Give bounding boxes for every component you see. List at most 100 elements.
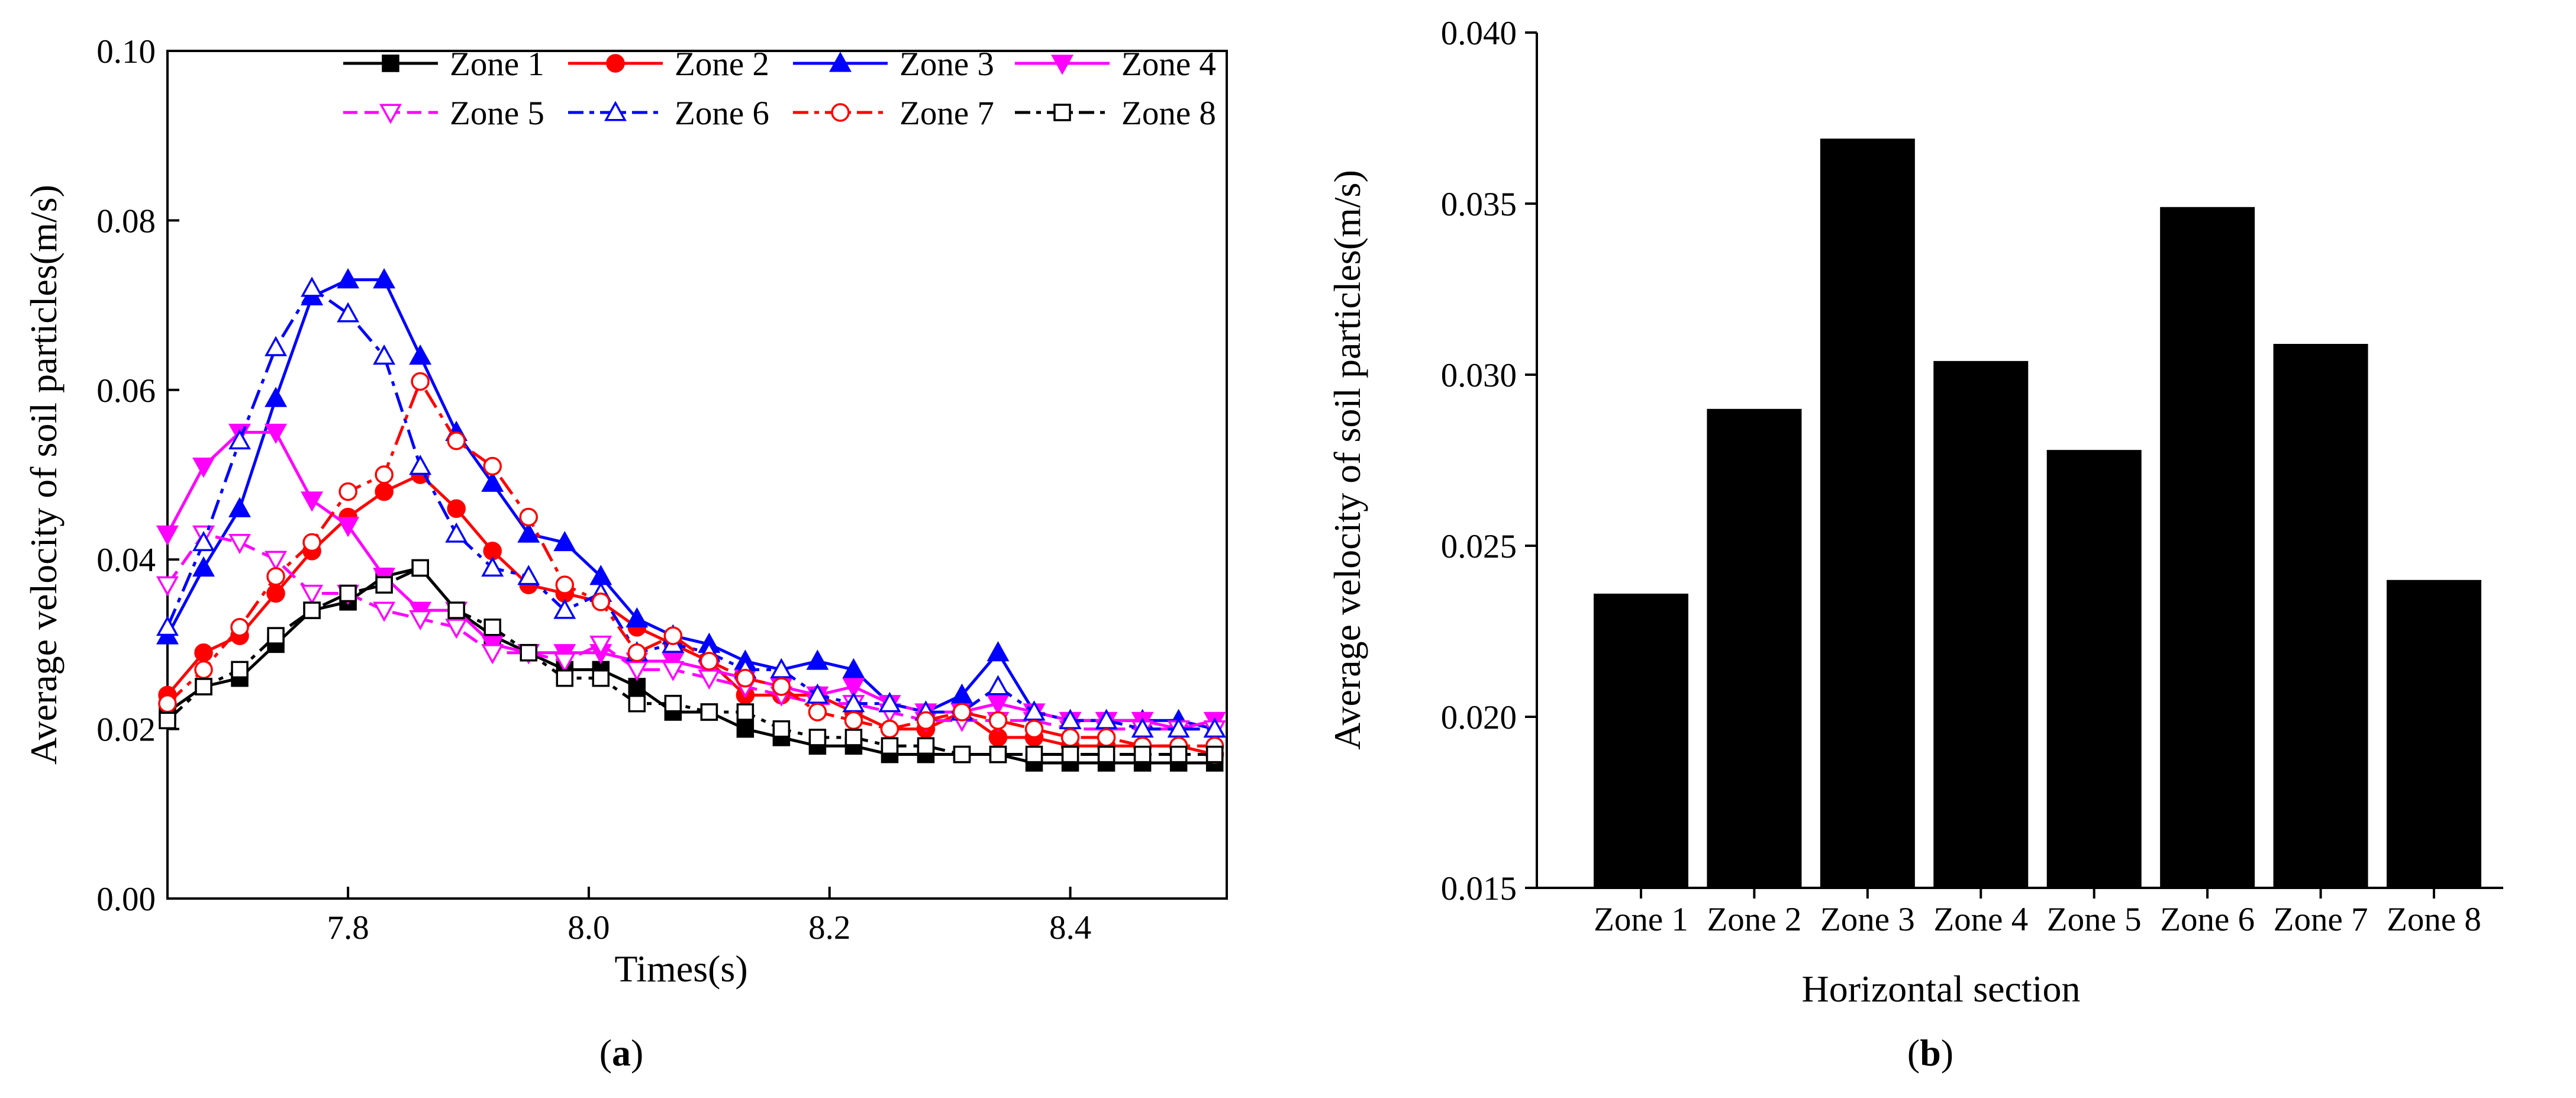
data-point	[1097, 728, 1116, 747]
series-line	[166, 430, 1216, 731]
data-point	[664, 694, 682, 713]
data-point	[808, 729, 827, 746]
data-point	[700, 703, 718, 721]
series-zone-4	[156, 423, 1226, 741]
data-point	[303, 601, 321, 619]
data-point	[663, 626, 683, 645]
panel-label-a: (a)	[599, 1032, 644, 1074]
data-point	[772, 677, 791, 696]
data-point	[338, 482, 357, 501]
data-point	[483, 619, 501, 636]
data-point	[481, 644, 504, 665]
data-point	[699, 652, 719, 671]
data-point	[770, 658, 793, 678]
data-point	[337, 517, 360, 537]
data-point	[194, 643, 213, 662]
data-point	[952, 703, 972, 722]
bar-chart-panel: 0.015 0.020 0.025 0.030 0.035 0.040 Zone 1 Zon…	[1326, 15, 2503, 1074]
line-chart-y-tick-label: 0.08	[96, 202, 156, 240]
line-chart-x-axis-title: Times(s)	[614, 948, 747, 990]
data-point	[517, 522, 540, 543]
data-point	[192, 556, 215, 577]
bar-chart-x-axis-title: Horizontal section	[1802, 968, 2081, 1010]
series-zone-6	[156, 276, 1226, 738]
data-point	[1097, 745, 1115, 764]
data-point	[228, 429, 252, 450]
data-point	[1095, 709, 1118, 729]
line-chart-x-tick-label: 7.8	[327, 909, 369, 946]
data-point	[445, 619, 468, 639]
data-point	[988, 711, 1008, 730]
data-point	[736, 720, 755, 738]
line-chart-y-axis-title: Average velocity of soil particles(m/s)	[22, 185, 65, 765]
data-point	[553, 530, 576, 552]
series-zone-5	[156, 525, 1226, 741]
bar-chart-x-tick-label: Zone 2	[1707, 901, 1801, 938]
bar-chart-x-tick-label: Zone 6	[2160, 901, 2255, 938]
data-point	[989, 745, 1007, 764]
data-point	[266, 584, 285, 603]
data-point	[373, 344, 396, 365]
legend-marker	[606, 54, 625, 73]
bar-zone-5	[2046, 450, 2142, 888]
legend-label: Zone 2	[675, 46, 769, 83]
line-chart-y-tick-label: 0.00	[96, 881, 156, 918]
legend-marker	[831, 103, 850, 122]
data-point	[409, 344, 432, 365]
data-point	[626, 607, 649, 627]
data-point	[409, 610, 432, 631]
bar-zone-8	[2387, 579, 2481, 888]
data-point	[844, 729, 863, 746]
data-point	[265, 387, 288, 407]
data-point	[916, 711, 936, 730]
data-point	[953, 745, 971, 764]
legend-marker	[604, 101, 627, 121]
data-point	[592, 669, 610, 687]
bar-zone-4	[1933, 360, 2029, 888]
data-point	[553, 598, 576, 619]
line-chart-plot-frame	[166, 50, 1228, 900]
data-point	[195, 678, 212, 695]
data-point	[986, 695, 1010, 716]
bar-chart-x-tick-label: Zone 5	[2047, 901, 2142, 938]
data-point	[842, 678, 865, 698]
data-point	[553, 652, 576, 673]
data-point	[1167, 717, 1190, 738]
data-point	[301, 584, 324, 606]
data-point	[878, 692, 901, 713]
bar-chart-y-tick-label: 0.025	[1441, 528, 1517, 565]
data-point	[373, 601, 396, 622]
bar-chart-y-tick-label: 0.040	[1441, 15, 1517, 52]
data-point	[228, 534, 252, 555]
data-point	[808, 703, 827, 722]
data-point	[1131, 717, 1154, 738]
legend-marker	[379, 104, 402, 124]
data-point	[265, 550, 288, 571]
legend-label: Zone 1	[450, 46, 544, 83]
bar-zone-1	[1594, 593, 1688, 888]
data-point	[519, 507, 538, 527]
data-point	[1059, 709, 1082, 729]
data-point	[481, 556, 504, 577]
data-point	[337, 302, 360, 323]
series-zone-7	[158, 372, 1224, 755]
data-point	[375, 576, 393, 594]
data-point	[1060, 728, 1080, 747]
data-point	[447, 431, 466, 450]
data-point	[628, 694, 646, 713]
data-point	[231, 661, 249, 679]
data-point	[337, 268, 360, 289]
data-point	[626, 661, 649, 681]
bar-chart-x-tick-label: Zone 7	[2274, 901, 2368, 938]
data-point	[591, 593, 611, 611]
data-point	[265, 336, 288, 356]
data-point	[339, 584, 357, 603]
bar-chart-x-tick-label: Zone 8	[2387, 901, 2481, 938]
bar-chart-x-tick-label: Zone 4	[1933, 901, 2028, 938]
data-point	[881, 737, 899, 755]
series-line	[166, 566, 1215, 756]
data-point	[1061, 745, 1079, 764]
bar-chart-y-axis-title: Average velocity of soil particles(m/s)	[1326, 170, 1368, 750]
data-point	[1203, 717, 1226, 738]
